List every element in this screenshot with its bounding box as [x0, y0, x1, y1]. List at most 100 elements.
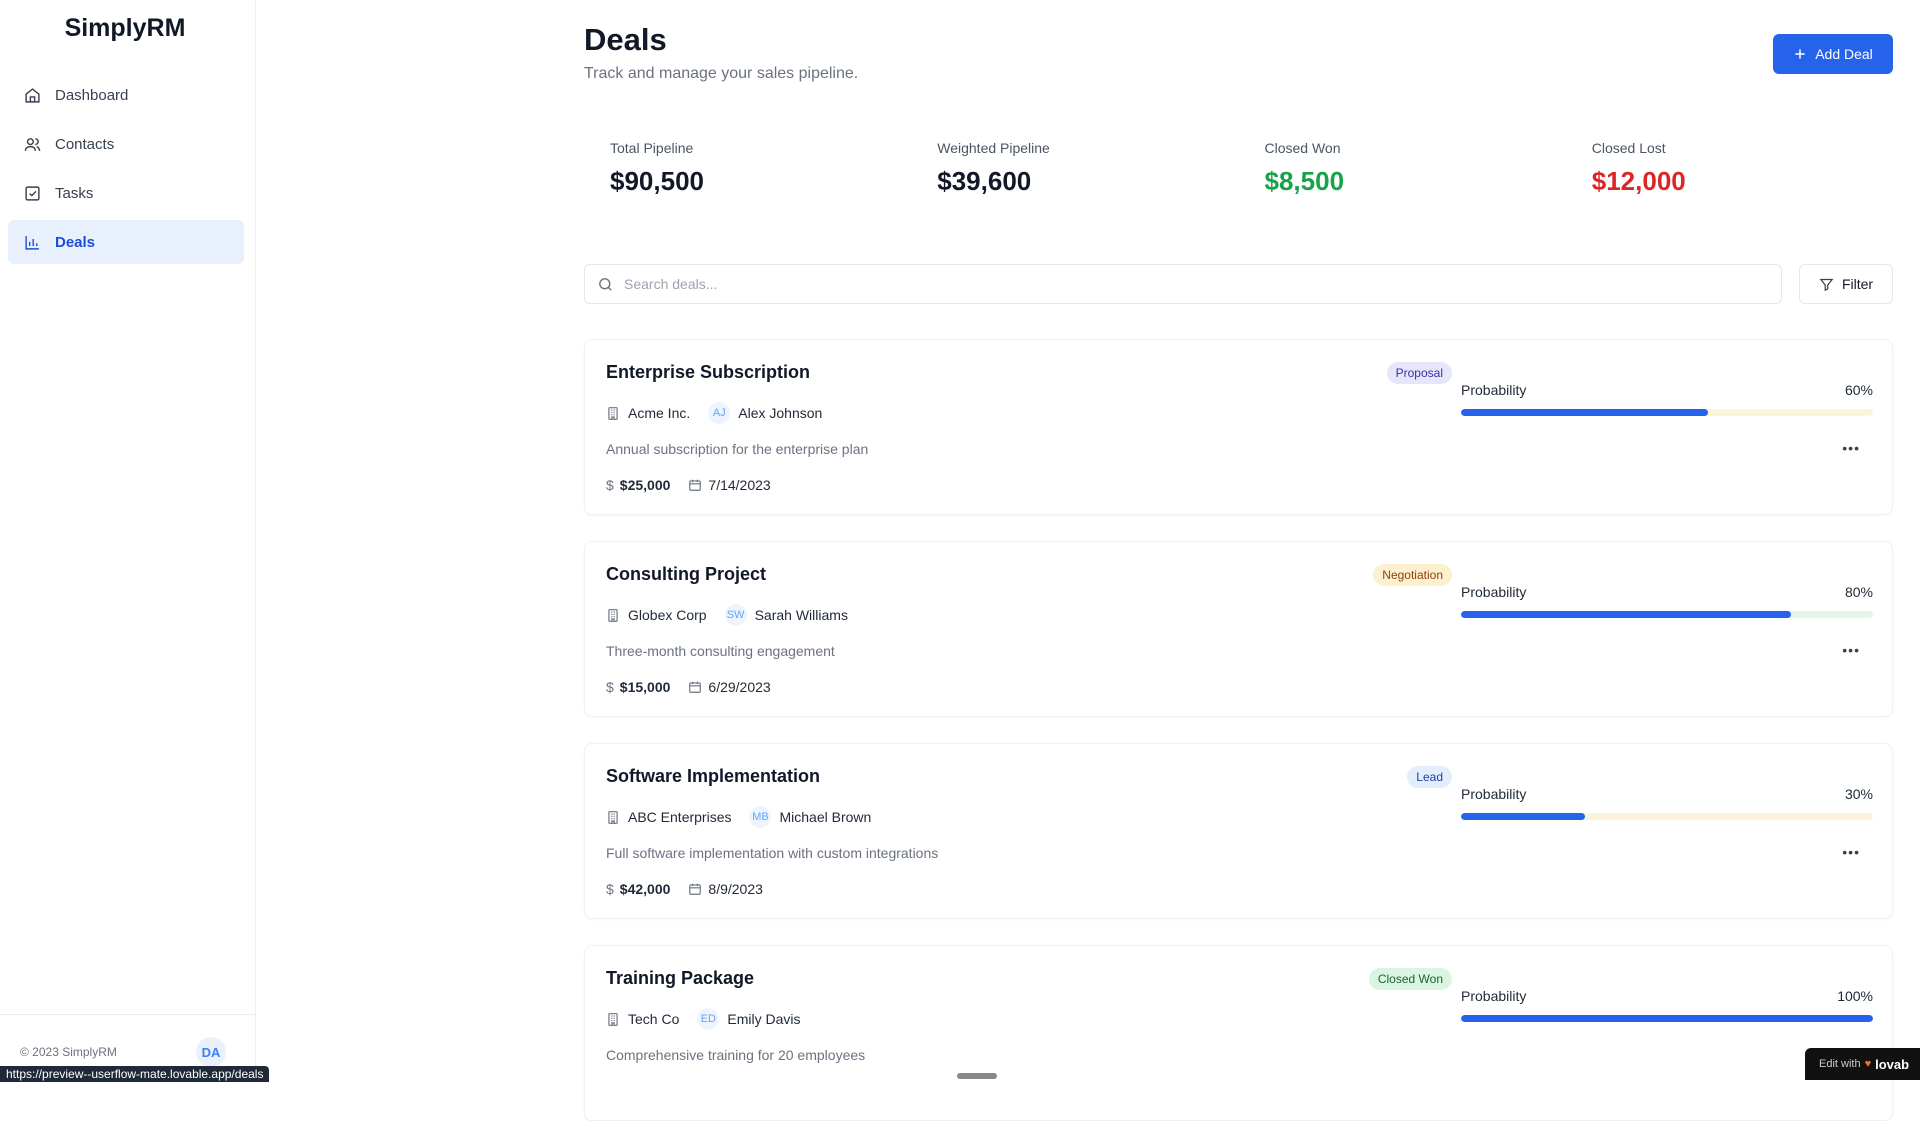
dollar-icon: $ — [606, 679, 614, 695]
dollar-icon: $ — [606, 881, 614, 897]
deal-amount-row: $ $42,000 8/9/2023 — [606, 881, 763, 897]
more-options-button[interactable]: ••• — [1842, 440, 1860, 456]
deal-date: 6/29/2023 — [708, 679, 771, 695]
probability-bar — [1461, 813, 1873, 820]
sidebar-footer: © 2023 SimplyRM DA — [0, 1014, 255, 1080]
heart-icon: ♥ — [1864, 1058, 1872, 1070]
filter-label: Filter — [1841, 276, 1874, 292]
probability-value: 30% — [1844, 786, 1873, 802]
deal-amount: $15,000 — [619, 679, 671, 695]
sidebar-item-label: Contacts — [55, 135, 115, 153]
page-subtitle: Track and manage your sales pipeline. — [584, 65, 859, 82]
probability-bar — [1461, 1015, 1873, 1022]
deal-title: Consulting Project — [606, 564, 767, 584]
deal-card[interactable]: Training Package Closed Won Tech Co ED E… — [584, 945, 1893, 1121]
add-deal-label: Add Deal — [1815, 46, 1873, 62]
contact-name: Alex Johnson — [738, 405, 823, 421]
calendar-icon — [689, 681, 702, 693]
calendar-icon — [689, 479, 702, 491]
calendar-icon — [689, 883, 702, 895]
probability-bar — [1461, 611, 1873, 618]
stat-value: $39,600 — [937, 166, 1032, 196]
stat-value: $8,500 — [1264, 166, 1345, 196]
deal-meta: Globex Corp SW Sarah Williams — [606, 604, 848, 626]
lovable-logo: lovab — [1875, 1056, 1910, 1072]
building-icon — [608, 608, 618, 622]
stage-badge: Closed Won — [1368, 968, 1452, 990]
add-deal-button[interactable]: Add Deal — [1773, 34, 1893, 74]
probability-fill — [1461, 409, 1709, 416]
deal-amount: $25,000 — [619, 477, 671, 493]
stat-label: Closed Won — [1264, 140, 1341, 156]
probability-value: 100% — [1837, 988, 1873, 1004]
sidebar-item-label: Tasks — [55, 184, 94, 202]
filter-button[interactable]: Filter — [1799, 264, 1893, 304]
scroll-indicator[interactable] — [957, 1073, 997, 1079]
page-title: Deals — [584, 22, 667, 57]
probability-value: 80% — [1844, 584, 1873, 600]
deal-title: Software Implementation — [606, 766, 821, 786]
deal-card[interactable]: Enterprise Subscription Proposal Acme In… — [584, 339, 1893, 515]
probability-fill — [1461, 813, 1585, 820]
deal-amount-row: $ $25,000 7/14/2023 — [606, 477, 771, 493]
deal-description: Annual subscription for the enterprise p… — [606, 441, 869, 457]
stat-label: Weighted Pipeline — [937, 140, 1050, 156]
sidebar-item-contacts[interactable]: Contacts — [8, 122, 244, 166]
stat-weighted-pipeline: Weighted Pipeline $39,600 — [911, 140, 1238, 197]
deal-amount-row: $ $15,000 6/29/2023 — [606, 679, 771, 695]
sidebar-item-dashboard[interactable]: Dashboard — [8, 73, 244, 117]
deal-amount: $42,000 — [619, 881, 671, 897]
stat-closed-won: Closed Won $8,500 — [1239, 140, 1566, 197]
building-icon — [608, 810, 618, 824]
deal-card[interactable]: Software Implementation Lead ABC Enterpr… — [584, 743, 1893, 919]
deal-card[interactable]: Consulting Project Negotiation Globex Co… — [584, 541, 1893, 717]
contact-name: Sarah Williams — [754, 607, 848, 623]
company-name: ABC Enterprises — [628, 809, 732, 825]
probability-bar — [1461, 409, 1873, 416]
contact-avatar: ED — [697, 1008, 720, 1030]
probability-block: Probability 80% — [1461, 584, 1873, 618]
search-input[interactable] — [624, 276, 1781, 292]
stage-badge: Lead — [1407, 766, 1452, 788]
plus-icon — [1795, 49, 1805, 59]
probability-block: Probability 100% — [1461, 988, 1873, 1022]
deal-title: Training Package — [606, 968, 755, 988]
probability-block: Probability 30% — [1461, 786, 1873, 820]
stat-value: $12,000 — [1591, 166, 1686, 196]
contact-name: Michael Brown — [779, 809, 872, 825]
user-avatar[interactable]: DA — [196, 1037, 226, 1067]
search-icon — [599, 277, 612, 291]
contact-avatar: SW — [724, 604, 747, 626]
filter-icon — [1819, 278, 1834, 291]
stage-badge: Negotiation — [1373, 564, 1452, 586]
search-bar — [584, 264, 1782, 304]
deal-date: 7/14/2023 — [708, 477, 771, 493]
sidebar-item-label: Dashboard — [55, 86, 129, 104]
home-icon — [25, 87, 40, 103]
status-url-tooltip: https://preview--userflow-mate.lovable.a… — [0, 1066, 270, 1082]
deal-title: Enterprise Subscription — [606, 362, 811, 382]
sidebar-item-tasks[interactable]: Tasks — [8, 171, 244, 215]
edit-with-lovable-badge[interactable]: Edit with ♥ lovab — [1805, 1048, 1920, 1080]
company-name: Tech Co — [628, 1011, 680, 1027]
probability-fill — [1461, 611, 1791, 618]
stat-value: $90,500 — [610, 166, 704, 196]
check-square-icon — [25, 185, 40, 201]
dollar-icon: $ — [606, 477, 614, 493]
stage-badge: Proposal — [1386, 362, 1452, 384]
deal-meta: ABC Enterprises MB Michael Brown — [606, 806, 871, 828]
stat-label: Closed Lost — [1591, 140, 1666, 156]
stats-row: Total Pipeline $90,500 Weighted Pipeline $… — [584, 140, 1893, 197]
stat-label: Total Pipeline — [610, 140, 694, 156]
edit-with-label: Edit with — [1819, 1058, 1861, 1070]
probability-value: 60% — [1844, 382, 1873, 398]
building-icon — [608, 406, 618, 420]
app-logo: SimplyRM — [64, 14, 186, 42]
more-options-button[interactable]: ••• — [1842, 844, 1860, 860]
more-options-button[interactable]: ••• — [1842, 642, 1860, 658]
probability-label: Probability — [1461, 786, 1527, 802]
probability-label: Probability — [1461, 584, 1527, 600]
deal-date: 8/9/2023 — [708, 881, 763, 897]
sidebar-item-label: Deals — [55, 233, 96, 251]
sidebar-item-deals[interactable]: Deals — [8, 220, 244, 264]
